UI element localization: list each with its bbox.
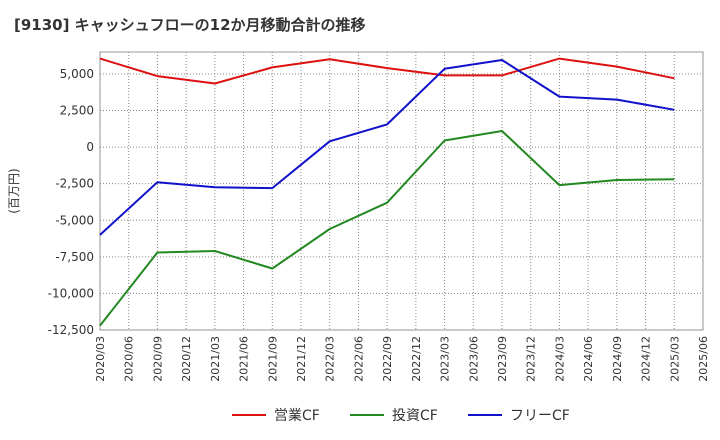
y-tick-label: -12,500 <box>48 323 94 337</box>
x-tick-label: 2021/09 <box>266 336 279 382</box>
y-tick-label: 5,000 <box>60 67 94 81</box>
x-tick-label: 2020/09 <box>151 336 164 382</box>
legend: 営業CF 投資CF フリーCF <box>232 408 570 424</box>
x-tick-label: 2023/06 <box>467 336 480 382</box>
x-tick-label: 2023/12 <box>525 336 538 382</box>
x-tick-label: 2024/06 <box>582 336 595 382</box>
y-tick-label: -2,500 <box>55 177 94 191</box>
x-tick-label: 2024/12 <box>640 336 653 382</box>
x-axis-ticks: 2020/03 2020/06 2020/09 2020/12 2021/03 2021/… <box>94 336 710 382</box>
series-line-2 <box>99 59 675 236</box>
x-tick-label: 2025/03 <box>668 336 681 382</box>
chart-title: [9130] キャッシュフローの12か月移動合計の推移 <box>14 16 366 34</box>
x-tick-label: 2021/12 <box>295 336 308 382</box>
legend-label-1: 投資CF <box>392 408 438 424</box>
gridlines <box>99 51 704 331</box>
y-tick-label: -7,500 <box>55 250 94 264</box>
legend-label-0: 営業CF <box>274 408 320 424</box>
x-tick-label: 2023/09 <box>496 336 509 382</box>
y-tick-label: -10,000 <box>48 286 94 300</box>
y-tick-label: -5,000 <box>55 213 94 227</box>
x-tick-label: 2021/03 <box>209 336 222 382</box>
x-tick-label: 2020/06 <box>123 336 136 382</box>
x-tick-label: 2021/06 <box>238 336 251 382</box>
y-axis-label: (百万円) <box>7 168 21 213</box>
x-tick-label: 2020/03 <box>94 336 107 382</box>
y-tick-label: 0 <box>86 140 94 154</box>
x-tick-label: 2022/03 <box>324 336 337 382</box>
series-line-0 <box>99 57 675 85</box>
series-lines <box>99 57 675 327</box>
x-tick-label: 2024/09 <box>611 336 624 382</box>
legend-label-2: フリーCF <box>510 408 570 424</box>
x-tick-label: 2025/06 <box>697 336 710 382</box>
x-tick-label: 2022/12 <box>410 336 423 382</box>
plot-area <box>99 51 704 331</box>
y-axis-ticks: -12,500 -10,000 -7,500 -5,000 -2,500 0 2,500 5,… <box>48 67 94 337</box>
x-tick-label: 2023/03 <box>439 336 452 382</box>
x-tick-label: 2020/12 <box>180 336 193 382</box>
y-tick-label: 2,500 <box>60 104 94 118</box>
x-tick-label: 2024/03 <box>553 336 566 382</box>
series-line-1 <box>99 130 675 327</box>
x-tick-label: 2022/06 <box>352 336 365 382</box>
x-tick-label: 2022/09 <box>381 336 394 382</box>
